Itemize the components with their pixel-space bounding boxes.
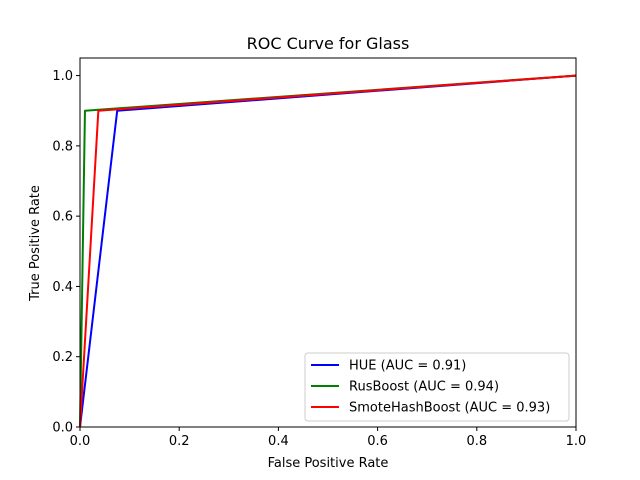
plot-frame <box>79 57 577 428</box>
legend-box <box>304 352 570 422</box>
series-line-2 <box>79 74 577 428</box>
y-tick-label: 0.6 <box>52 210 73 225</box>
y-tick-label: 0.8 <box>52 139 73 154</box>
x-tick-label: 1.0 <box>566 434 587 449</box>
legend-label-0: HUE (AUC = 0.91) <box>349 359 466 374</box>
x-tick-label: 0.0 <box>70 434 91 449</box>
x-tick-label: 0.6 <box>367 434 388 449</box>
legend: HUE (AUC = 0.91) RusBoost (AUC = 0.94) Smo… <box>304 352 570 422</box>
chart-title: ROC Curve for Glass <box>247 34 410 53</box>
x-tick-label: 0.2 <box>169 434 190 449</box>
plot-area: 0.0 0.2 0.4 0.6 0.8 1.0 0.0 0.2 0.4 0.6 0.8 1.0 <box>52 57 587 449</box>
y-axis-title: True Positive Rate <box>28 185 43 302</box>
legend-label-2: SmoteHashBoost (AUC = 0.93) <box>349 401 550 416</box>
x-axis-title: False Positive Rate <box>268 456 389 471</box>
x-tick-label: 0.8 <box>466 434 487 449</box>
y-tick-label: 0.4 <box>52 280 73 295</box>
legend-label-1: RusBoost (AUC = 0.94) <box>349 380 499 395</box>
y-tick-label: 1.0 <box>52 69 73 84</box>
y-tick-label: 0.0 <box>52 421 73 436</box>
x-tick-label: 0.4 <box>268 434 289 449</box>
y-tick-label: 0.2 <box>52 350 73 365</box>
